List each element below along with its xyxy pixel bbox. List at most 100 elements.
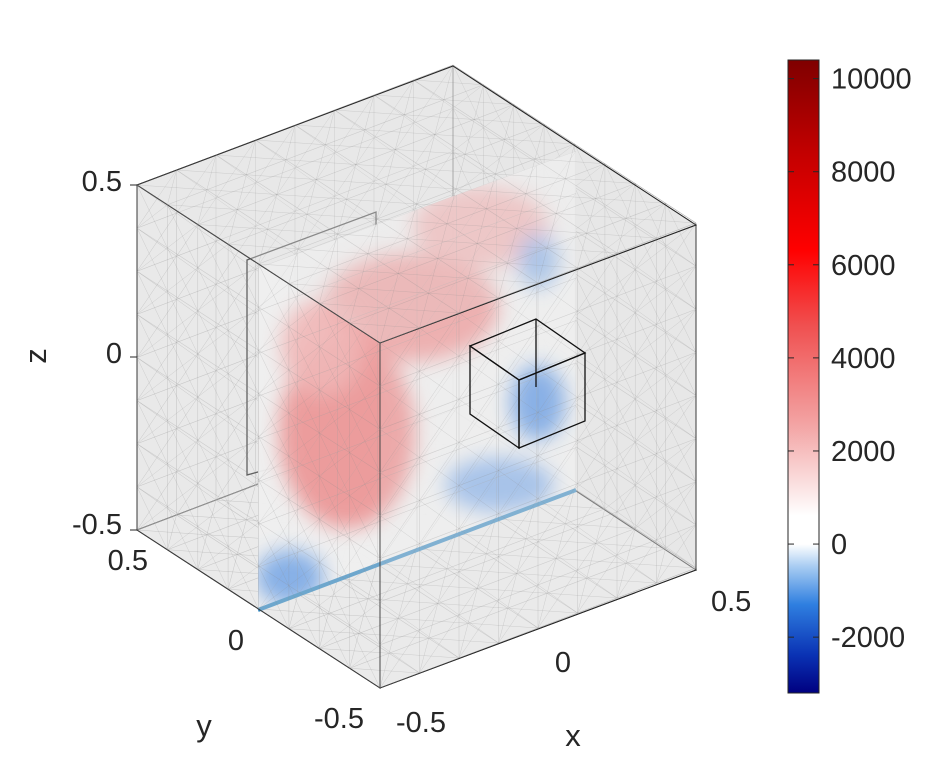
mesh-line-front	[197, 429, 381, 570]
inner-box-right	[468, 318, 587, 450]
mesh-line-front	[379, 222, 697, 689]
slice-mesh-line	[258, 405, 576, 525]
mesh-line-front	[255, 139, 605, 164]
mesh-line-front	[136, 184, 697, 224]
mesh-line-front	[319, 303, 381, 430]
colorbar-tick-label: 10000	[831, 64, 912, 96]
z-tick-label: 0.5	[82, 166, 122, 198]
mesh-line-front	[379, 352, 697, 473]
mesh-line-front	[197, 224, 381, 602]
mesh-line-front	[136, 314, 290, 629]
negative-blob	[445, 457, 555, 513]
mesh-line-front	[458, 309, 697, 659]
front-faces	[135, 65, 698, 689]
slice-mesh-line	[258, 320, 576, 440]
mesh-line-front	[379, 342, 697, 569]
y-axis: 0.5 0 -0.5 y	[108, 545, 364, 743]
mesh-line-front	[379, 644, 420, 674]
z-axis-label: z	[18, 348, 53, 364]
mesh-line-front	[537, 143, 575, 284]
x-tick-label: -0.5	[396, 707, 446, 739]
mesh-line-front	[379, 515, 539, 629]
mesh-line-front	[167, 204, 381, 645]
mesh-line-front	[458, 312, 697, 482]
mesh-line-front	[379, 385, 657, 584]
mesh-line-front	[167, 169, 177, 205]
x-tick-label: 0.5	[711, 586, 751, 618]
z-tick-label: -0.5	[72, 509, 122, 541]
mesh-line-front	[458, 104, 514, 314]
mesh-line-front	[294, 124, 539, 284]
colorbar: 10000 8000 6000 4000 2000 0 -2000	[787, 59, 912, 694]
mesh-line-front	[498, 352, 697, 644]
mesh-line-front	[136, 184, 381, 344]
mesh-line-front	[136, 443, 198, 570]
mesh-line-front	[197, 154, 217, 225]
slice-mesh-line	[258, 277, 576, 397]
mesh-line-front	[319, 94, 375, 304]
negative-blob	[510, 365, 566, 440]
slice-mesh-line	[536, 447, 576, 506]
mesh-line-front	[136, 400, 381, 559]
mesh-line-front	[373, 94, 618, 254]
colorbar-tick-label: 8000	[831, 157, 896, 189]
mesh-line	[167, 514, 177, 550]
mesh-line-front	[577, 267, 697, 353]
mesh-line-front	[379, 308, 697, 430]
mesh-line-front	[136, 184, 381, 689]
mesh-line-front	[288, 163, 605, 285]
mesh-line-front	[197, 104, 514, 225]
y-tick-label: 0.5	[108, 545, 148, 577]
mesh-line-front	[349, 323, 420, 329]
mesh-line-front	[136, 244, 229, 315]
mesh-line-front	[136, 357, 381, 516]
x-axis: -0.5 0 0.5 x	[396, 586, 751, 753]
mesh-line-front	[419, 327, 697, 526]
mesh-line-front	[288, 283, 499, 299]
mesh-line-front	[136, 64, 454, 186]
mesh-line-front	[227, 139, 256, 245]
mesh-line-front	[319, 601, 381, 649]
mesh-line-front	[379, 524, 697, 646]
mesh-line-front	[577, 163, 606, 269]
mesh-line-front	[616, 183, 636, 254]
mesh-line-front	[379, 327, 420, 387]
z-axis: 0.5 0 -0.5 z	[18, 166, 137, 541]
mesh-line-front	[379, 481, 697, 603]
mesh-line	[616, 528, 636, 599]
mesh-line-front	[419, 84, 484, 329]
mesh-line-front	[379, 429, 618, 599]
mesh-line-front	[379, 237, 657, 646]
mesh-line-front	[288, 558, 381, 629]
mesh-line-front	[373, 94, 514, 105]
mesh-line-front	[136, 314, 381, 473]
mesh-line-front	[379, 282, 539, 516]
mesh-line-front	[656, 524, 697, 584]
x-axis-label: x	[565, 718, 581, 753]
mesh-line-front	[349, 79, 414, 324]
mesh-line-front	[379, 267, 578, 559]
mesh-line-front	[379, 567, 697, 689]
mesh-line-front	[419, 265, 697, 674]
colorbar-tick-label: 6000	[831, 250, 896, 282]
mesh-line-front	[379, 252, 618, 602]
mesh-line-front	[136, 204, 168, 229]
mesh-line-front	[136, 486, 168, 550]
mesh-line-front	[379, 558, 499, 644]
z-tick-label: 0	[106, 338, 122, 370]
mesh-line-front	[379, 472, 578, 614]
mesh-line-front	[136, 342, 381, 531]
mesh-line-front	[537, 395, 697, 629]
mesh-line-front	[616, 481, 697, 599]
mesh-line-front	[334, 109, 545, 125]
mesh-line-front	[379, 312, 460, 430]
y-tick-label: 0	[228, 625, 244, 657]
mesh-line-front	[227, 472, 381, 590]
colorbar-tick-label: 0	[831, 529, 847, 561]
mesh-line-front	[136, 486, 381, 646]
mesh-line-front	[136, 400, 229, 590]
colorbar-tick-label: -2000	[831, 622, 905, 654]
mesh-line-front	[167, 385, 381, 550]
mesh-line-front	[136, 227, 381, 387]
